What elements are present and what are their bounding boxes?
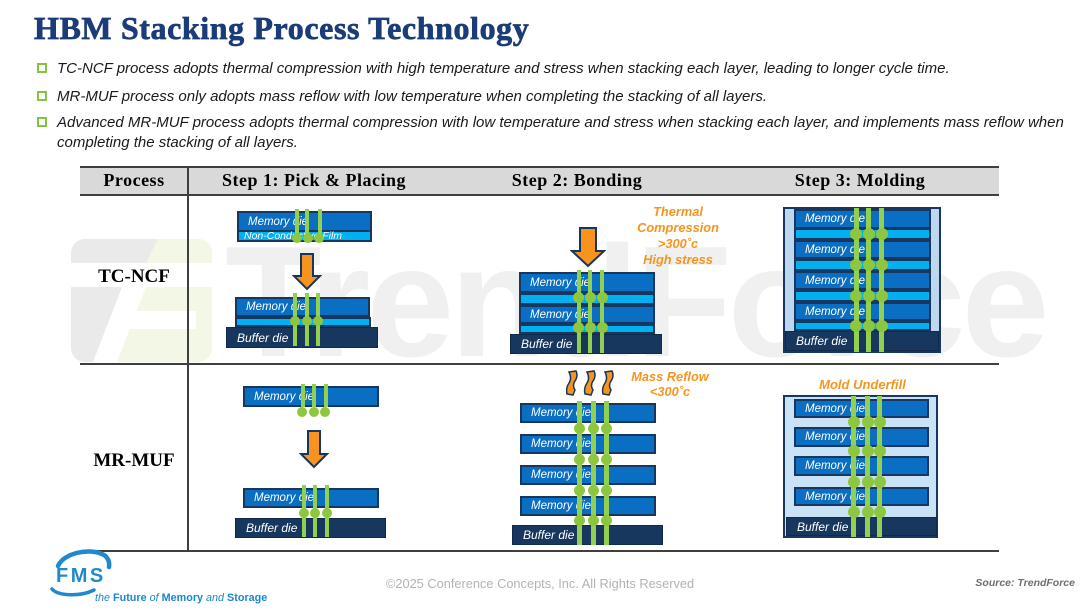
svg-text:FMS: FMS bbox=[56, 565, 106, 587]
svg-text:the Future of Memory and Stora: the Future of Memory and Storage bbox=[95, 592, 267, 604]
